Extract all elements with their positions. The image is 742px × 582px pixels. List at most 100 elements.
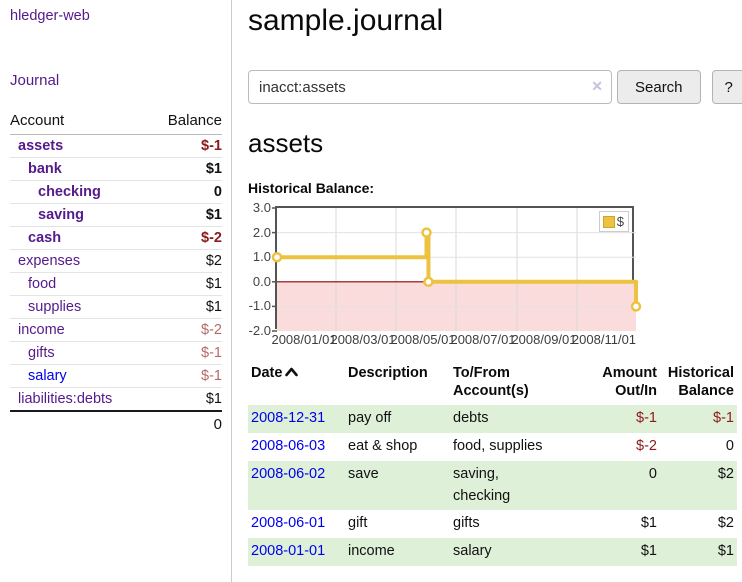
register-header-amount: Amount Out/In <box>602 365 657 400</box>
account-row: liabilities:debts $1 <box>10 387 222 411</box>
transaction-amount: $-1 <box>636 410 657 427</box>
account-balance: $1 <box>148 203 222 227</box>
account-balance: 0 <box>148 180 222 204</box>
account-balance: $-1 <box>201 138 222 154</box>
account-balance: $1 <box>148 157 222 181</box>
account-row: gifts $-1 <box>10 341 222 365</box>
transaction-balance: $1 <box>717 543 734 559</box>
transaction-row[interactable]: 2008-01-01 income salary $1 $1 <box>248 538 737 566</box>
account-row: cash $-2 <box>10 226 222 250</box>
account-heading: assets <box>248 128 324 158</box>
accounts-total-value: 0 <box>10 410 222 437</box>
x-axis-tick-label: 2008/05/01 <box>390 332 456 347</box>
register-header-date[interactable]: Date <box>248 362 345 405</box>
transaction-balance: $2 <box>717 515 734 532</box>
account-link[interactable]: saving <box>38 207 84 223</box>
help-button[interactable]: ? <box>711 70 742 104</box>
search-form: ✕ Search ? <box>248 70 742 104</box>
account-link[interactable]: expenses <box>18 253 81 269</box>
transaction-accounts: saving, checking <box>453 465 511 504</box>
account-row: assets $-1 <box>10 135 222 158</box>
x-axis-tick-label: 2008/07/01 <box>450 332 516 347</box>
chart-svg <box>271 207 642 332</box>
transaction-balance: $-1 <box>713 410 734 427</box>
transaction-date-link[interactable]: 2008-06-03 <box>251 438 326 454</box>
search-input[interactable] <box>248 70 612 104</box>
account-link[interactable]: assets <box>18 138 64 154</box>
register-header-description: Description <box>348 365 428 381</box>
transaction-accounts: food, supplies <box>453 438 543 454</box>
y-axis-tick-label: -2.0 <box>248 323 271 338</box>
y-axis-tick-label: 2.0 <box>252 224 271 240</box>
transaction-description: eat & shop <box>348 438 418 454</box>
transaction-accounts: salary <box>453 543 492 559</box>
account-link[interactable]: income <box>18 322 65 338</box>
sort-ascending-icon <box>285 367 299 377</box>
x-axis-tick-label: 2008/11/01 <box>571 332 637 347</box>
x-axis-tick-label: 2008/09/01 <box>511 332 577 347</box>
account-balance: $1 <box>148 387 222 411</box>
account-link[interactable]: supplies <box>28 299 82 315</box>
account-row: supplies $1 <box>10 295 222 319</box>
chart-plot-area: $ <box>271 206 642 332</box>
accounts-header-account: Account <box>10 109 149 135</box>
account-link[interactable]: liabilities:debts <box>18 391 113 407</box>
account-balance: $1 <box>148 295 222 319</box>
sidebar-item-journal[interactable]: Journal <box>10 72 60 89</box>
account-row: expenses $2 <box>10 249 222 273</box>
account-balance: $-2 <box>148 318 222 342</box>
chart-legend: $ <box>598 211 629 232</box>
account-link[interactable]: gifts <box>28 345 55 361</box>
register-header-accounts: To/From Account(s) <box>453 365 529 400</box>
transaction-date-link[interactable]: 2008-06-02 <box>251 465 326 482</box>
account-link[interactable]: checking <box>38 184 101 200</box>
account-balance: $-1 <box>148 341 222 365</box>
transaction-row[interactable]: 2008-06-02 save saving, checking 0 $2 <box>248 460 737 511</box>
accounts-header-balance: Balance <box>148 109 222 135</box>
chart-title: Historical Balance: <box>248 180 375 196</box>
accounts-total-row: 0 <box>10 410 222 437</box>
balance-chart: 3.0 2.0 1.0 0.0 -1.0 -2.0 $ 2008/01/01 2008/03… <box>248 200 737 349</box>
account-link[interactable]: cash <box>28 230 62 246</box>
transaction-row[interactable]: 2008-06-03 eat & shop food, supplies $-2 0 <box>248 433 737 461</box>
account-balance: $-1 <box>148 364 222 388</box>
account-link[interactable]: salary <box>28 368 67 384</box>
transaction-balance: $2 <box>717 465 734 482</box>
search-button[interactable]: Search <box>617 70 701 104</box>
register-header-balance: Historical Balance <box>667 365 734 400</box>
sidebar: hledger-web Journal Account Balance asse… <box>0 0 232 582</box>
legend-swatch-icon <box>602 215 615 228</box>
account-row: bank $1 <box>10 157 222 181</box>
transaction-accounts: debts <box>453 410 489 427</box>
y-axis-tick-label: 0.0 <box>252 273 271 289</box>
transaction-date-link[interactable]: 2008-06-01 <box>251 515 326 532</box>
page-title: sample.journal <box>248 4 444 37</box>
account-link[interactable]: bank <box>28 161 62 177</box>
account-balance: $-2 <box>148 226 222 250</box>
y-axis-tick-label: 1.0 <box>252 249 271 265</box>
account-row: salary $-1 <box>10 364 222 388</box>
transaction-date-link[interactable]: 2008-01-01 <box>251 543 326 559</box>
accounts-table: Account Balance assets $-1 bank $1 checking 0… <box>10 109 222 437</box>
register-header-row: Date Description To/From Account(s) Amou… <box>248 362 737 405</box>
account-row: income $-2 <box>10 318 222 342</box>
transaction-amount: $-2 <box>636 438 657 454</box>
transaction-amount: $1 <box>640 543 657 559</box>
app-title-link[interactable]: hledger-web <box>10 8 90 24</box>
transaction-description: save <box>348 465 379 482</box>
chart-x-labels: 2008/01/01 2008/03/01 2008/05/01 2008/07/01… <box>271 332 737 349</box>
y-axis-tick-label: -1.0 <box>248 298 271 314</box>
x-axis-tick-label: 2008/01/01 <box>271 332 337 347</box>
main-content: sample.journal ✕ Search ? assets Histori… <box>248 0 742 566</box>
legend-label: $ <box>616 214 624 229</box>
accounts-table-body: assets $-1 bank $1 checking 0 saving $1 cash $-2 e… <box>10 135 222 411</box>
transaction-row[interactable]: 2008-12-31 pay off debts $-1 $-1 <box>248 405 737 433</box>
transaction-description: gift <box>348 515 368 532</box>
transaction-balance: 0 <box>725 438 734 454</box>
clear-search-icon[interactable]: ✕ <box>591 78 603 94</box>
transaction-date-link[interactable]: 2008-12-31 <box>251 410 326 427</box>
transaction-description: pay off <box>348 410 392 427</box>
account-link[interactable]: food <box>28 276 57 292</box>
transaction-row[interactable]: 2008-06-01 gift gifts $1 $2 <box>248 510 737 538</box>
account-row: saving $1 <box>10 203 222 227</box>
